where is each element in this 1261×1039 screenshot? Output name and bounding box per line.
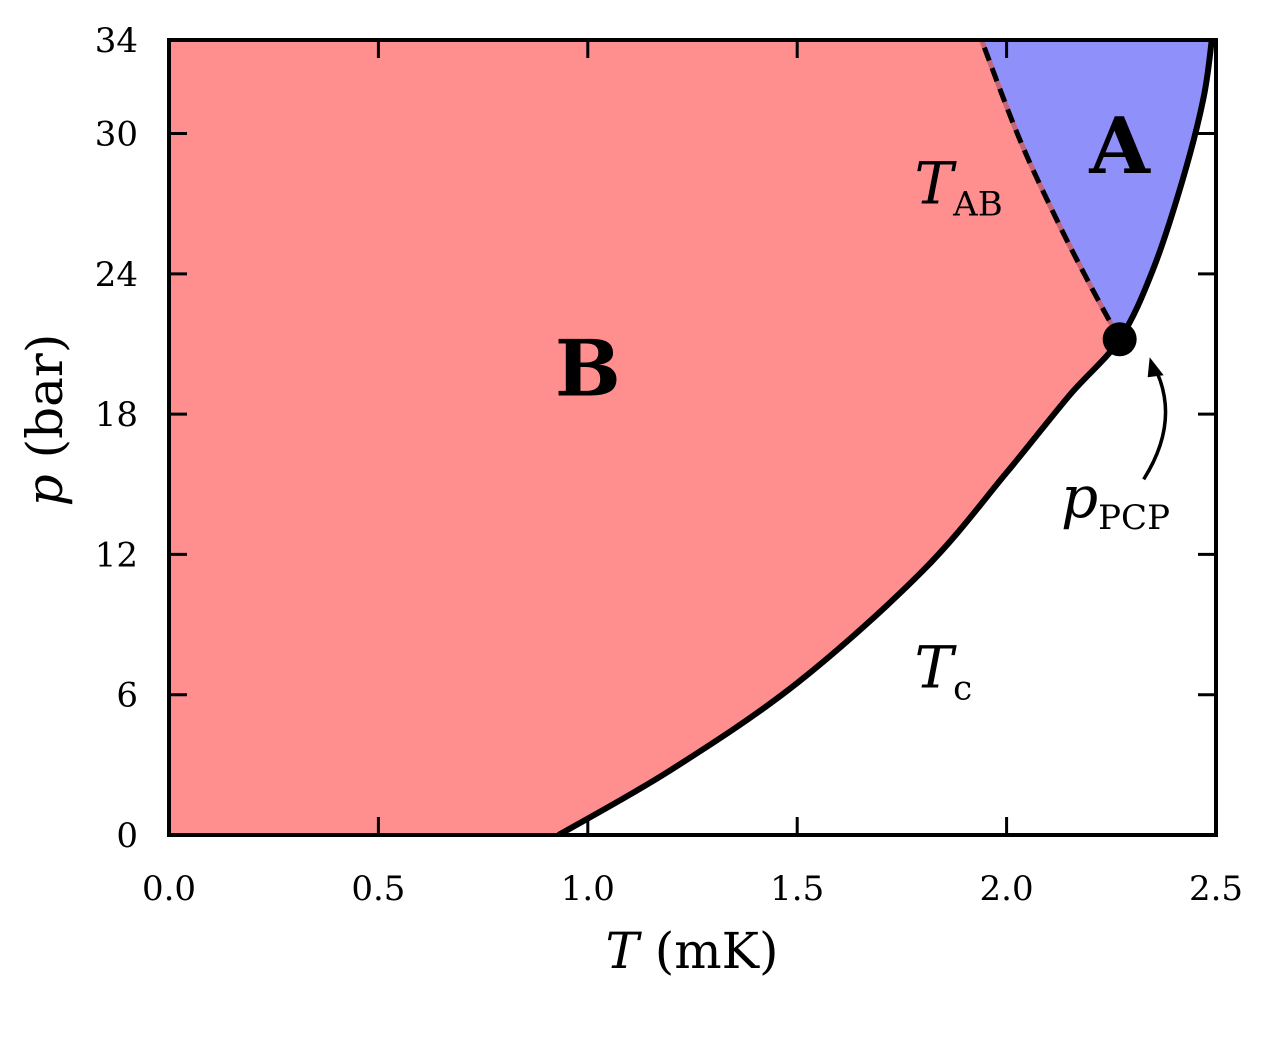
- region-label-a: A: [1088, 101, 1151, 192]
- y-tick-label: 24: [95, 255, 138, 295]
- y-axis-label-unit: (bar): [16, 334, 74, 475]
- pcp-label-sub: PCP: [1098, 498, 1170, 538]
- region-label-b: B: [555, 323, 621, 414]
- x-axis-label-unit: (mK): [639, 922, 779, 980]
- x-axis-label-var: T: [605, 922, 642, 980]
- pcp-label-main: p: [1061, 463, 1098, 531]
- x-tick-label: 2.0: [980, 869, 1034, 909]
- x-axis-label: T (mK): [605, 922, 778, 980]
- pcp-label: pPCP: [1061, 463, 1170, 538]
- plot-frame: [167, 38, 1218, 837]
- tab-label: TAB: [914, 150, 1002, 225]
- pcp-point: [1102, 322, 1137, 357]
- y-tick-label: 18: [95, 395, 138, 435]
- tab-label-sub: AB: [952, 185, 1003, 225]
- x-tick-label: 1.0: [561, 869, 615, 909]
- y-axis-label: p (bar): [16, 334, 74, 507]
- tc-label: Tc: [914, 634, 972, 709]
- pcp-arrowhead: [1147, 357, 1164, 378]
- pcp-arrow: [1142, 364, 1168, 481]
- x-tick-label: 0.5: [351, 869, 405, 909]
- tab-label-main: T: [914, 150, 957, 218]
- y-tick-label: 0: [116, 816, 138, 856]
- tc-curve: [556, 40, 1215, 835]
- region-b-fill: [169, 40, 1120, 835]
- axis-tick-labels: 0.0 0.5 1.0 1.5 2.0 2.5 0 6 12 18 24 30 34: [95, 21, 1243, 909]
- x-tick-label: 0.0: [142, 869, 196, 909]
- x-tick-label: 2.5: [1189, 869, 1243, 909]
- tc-label-main: T: [914, 634, 957, 702]
- y-tick-label: 34: [95, 21, 138, 61]
- x-tick-label: 1.5: [770, 869, 824, 909]
- y-axis-label-var: p: [16, 474, 74, 506]
- y-tick-label: 12: [95, 535, 138, 575]
- y-tick-label: 30: [95, 115, 138, 155]
- tc-label-sub: c: [953, 669, 972, 709]
- y-tick-label: 6: [116, 676, 138, 716]
- tab-boundary-line: [979, 40, 1122, 341]
